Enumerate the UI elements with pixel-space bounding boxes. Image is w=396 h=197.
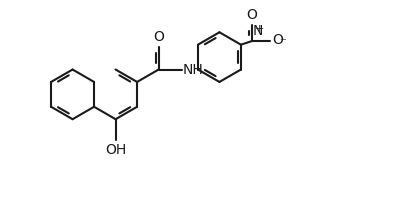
Text: +: + bbox=[255, 24, 264, 34]
Text: OH: OH bbox=[105, 143, 126, 157]
Text: N: N bbox=[253, 24, 263, 38]
Text: NH: NH bbox=[183, 63, 204, 77]
Text: O: O bbox=[272, 33, 283, 47]
Text: O: O bbox=[247, 8, 257, 22]
Text: ⁻: ⁻ bbox=[279, 36, 286, 49]
Text: O: O bbox=[153, 30, 164, 44]
